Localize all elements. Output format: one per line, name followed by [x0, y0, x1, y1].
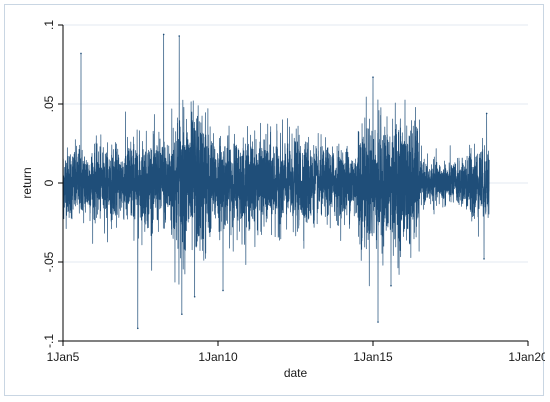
data-point	[377, 321, 379, 323]
data-point	[162, 33, 165, 36]
data-point	[178, 35, 181, 37]
y-axis-title: return	[20, 167, 34, 198]
y-tick-label: .1	[42, 20, 56, 30]
data-point	[193, 295, 196, 298]
return-chart: .1 .05 0 -.05 -.1 1Jan5 1Jan10 1Jan15 1Jan20 re…	[20, 20, 545, 380]
chart-frame: .1 .05 0 -.05 -.1 1Jan5 1Jan10 1Jan15 1Jan20 re…	[4, 4, 545, 396]
data-point	[80, 52, 82, 55]
x-tick-label: 1Jan20	[508, 350, 545, 364]
y-axis-ticks: .1 .05 0 -.05 -.1	[42, 20, 63, 348]
data-point	[485, 112, 488, 115]
data-point	[136, 327, 139, 330]
data-point	[222, 289, 224, 292]
x-axis-ticks: 1Jan5 1Jan10 1Jan15 1Jan20	[47, 341, 545, 364]
data-point	[390, 284, 392, 287]
y-tick-label: .05	[42, 95, 56, 112]
x-tick-label: 1Jan10	[198, 350, 238, 364]
data-point	[483, 258, 485, 260]
series-return	[62, 33, 490, 330]
series-line	[62, 34, 490, 329]
x-tick-label: 1Jan5	[47, 350, 80, 364]
y-tick-label: -.05	[42, 251, 56, 272]
x-axis-title: date	[284, 366, 308, 380]
x-tick-label: 1Jan15	[353, 350, 393, 364]
y-tick-label: -.1	[42, 334, 56, 348]
data-point	[181, 313, 183, 315]
y-tick-label: 0	[42, 179, 56, 186]
data-point	[372, 76, 374, 78]
